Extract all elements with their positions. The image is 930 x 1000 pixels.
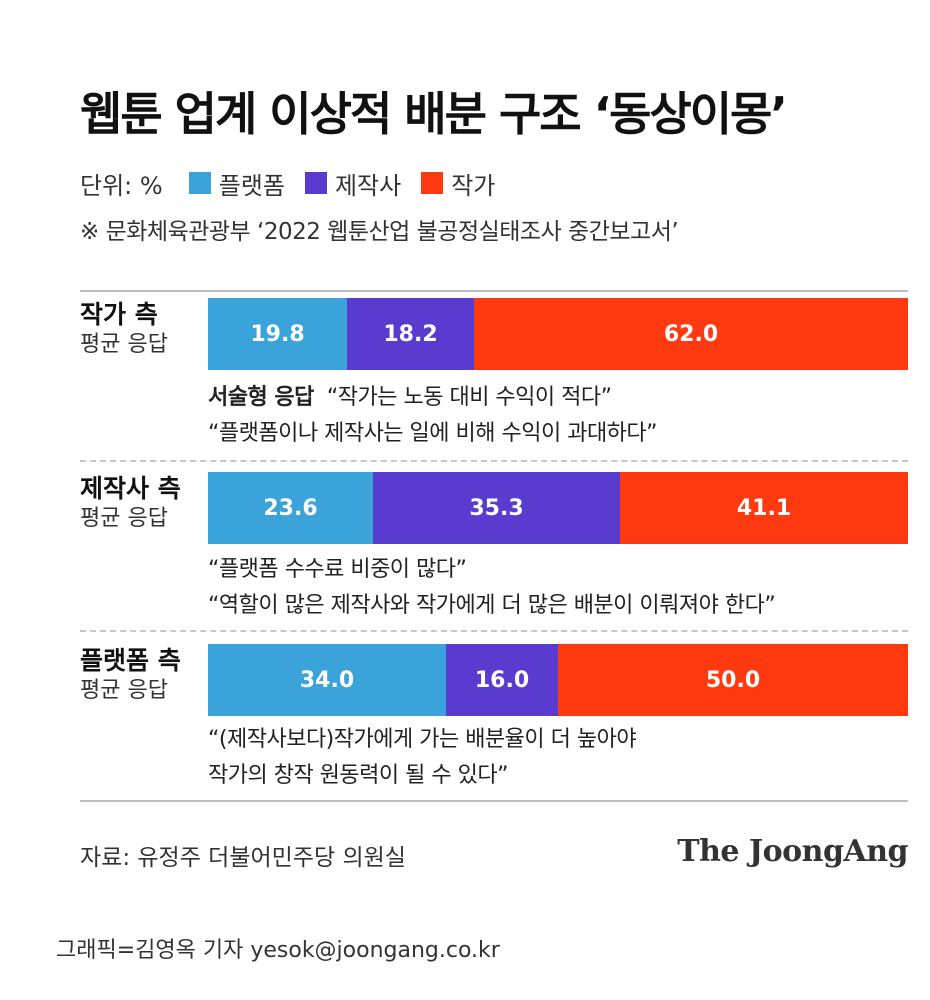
bar-segment-platform: 23.6 [208, 472, 373, 544]
bar-segment-platform: 34.0 [208, 644, 446, 716]
bar-row-platform: 34.0 16.0 50.0 [208, 644, 908, 716]
data-source: 자료: 유정주 더불어민주당 의원실 [80, 845, 406, 871]
group-label-platform: 플랫폼 측 평균 응답 [80, 646, 181, 706]
bar-value-label: 50.0 [705, 667, 761, 693]
graphic-credit: 그래픽=김영옥 기자 yesok@joongang.co.kr [56, 938, 500, 963]
bar-segment-producer: 35.3 [373, 472, 620, 544]
group-title: 제작사 측 [80, 474, 181, 503]
bar-value-label: 16.0 [474, 667, 530, 693]
bar-row-producer: 23.6 35.3 41.1 [208, 472, 908, 544]
comment-text: “작가는 노동 대비 수익이 적다” [326, 385, 612, 410]
comment-line: “플랫폼이나 제작사는 일에 비해 수익이 과대하다” [208, 421, 658, 446]
legend-label-writer: 작가 [451, 171, 496, 200]
bar-value-label: 41.1 [736, 495, 792, 521]
bar-value-label: 18.2 [383, 321, 438, 347]
legend-item-producer: 제작사 [304, 166, 402, 201]
bar-value-label: 19.8 [250, 321, 305, 347]
bar-segment-writer: 62.0 [474, 298, 908, 370]
legend-label-producer: 제작사 [334, 171, 402, 200]
comment-line: 서술형 응답 “작가는 노동 대비 수익이 적다” [208, 380, 657, 416]
group-title: 플랫폼 측 [80, 646, 181, 675]
group-divider [80, 460, 908, 462]
bar-value-label: 35.3 [469, 495, 524, 521]
group-label-producer: 제작사 측 평균 응답 [80, 474, 181, 534]
legend: 단위: % 플랫폼 제작사 작가 [80, 166, 515, 201]
comments-producer: “플랫폼 수수료 비중이 많다” “역할이 많은 제작사와 작가에게 더 많은 … [208, 552, 776, 624]
comment-line: “플랫폼 수수료 비중이 많다” [208, 557, 467, 582]
comments-platform: “(제작사보다)작가에게 가는 배분율이 더 높아야 작가의 창작 원동력이 될… [208, 722, 637, 794]
comment-lead: 서술형 응답 [208, 385, 314, 410]
bar-value-label: 34.0 [299, 667, 355, 693]
source-note: ※ 문화체육관광부 ‘2022 웹툰산업 불공정실태조사 중간보고서’ [80, 219, 679, 245]
publisher-logo: The JoongAng [677, 834, 908, 869]
comment-line: “역할이 많은 제작사와 작가에게 더 많은 배분이 이뤄져야 한다” [208, 593, 776, 618]
bar-segment-writer: 41.1 [620, 472, 908, 544]
bar-segment-producer: 18.2 [347, 298, 474, 370]
chart-title: 웹툰 업계 이상적 배분 구조 ‘동상이몽’ [80, 87, 788, 141]
top-divider [80, 290, 908, 292]
group-subtitle: 평균 응답 [80, 506, 168, 531]
bar-value-label: 23.6 [263, 495, 318, 521]
legend-swatch-writer [421, 172, 444, 194]
legend-item-platform: 플랫폼 [188, 166, 285, 201]
group-subtitle: 평균 응답 [80, 678, 168, 703]
bottom-divider [80, 800, 908, 802]
group-title: 작가 측 [80, 300, 158, 329]
group-subtitle: 평균 응답 [80, 332, 168, 357]
group-label-writer: 작가 측 평균 응답 [80, 300, 168, 360]
legend-swatch-platform [188, 172, 211, 194]
bar-segment-producer: 16.0 [446, 644, 558, 716]
comment-line: 작가의 창작 원동력이 될 수 있다” [208, 763, 508, 788]
legend-swatch-producer [304, 172, 327, 194]
legend-label-platform: 플랫폼 [218, 171, 285, 200]
unit-label: 단위: % [80, 171, 163, 200]
bar-value-label: 62.0 [663, 321, 719, 347]
bar-segment-writer: 50.0 [558, 644, 908, 716]
comments-writer: 서술형 응답 “작가는 노동 대비 수익이 적다” “플랫폼이나 제작사는 일에… [208, 380, 658, 452]
comment-line: “(제작사보다)작가에게 가는 배분율이 더 높아야 [208, 727, 637, 752]
bar-segment-platform: 19.8 [208, 298, 347, 370]
group-divider [80, 630, 908, 632]
legend-item-writer: 작가 [421, 166, 495, 201]
bar-row-writer: 19.8 18.2 62.0 [208, 298, 908, 370]
